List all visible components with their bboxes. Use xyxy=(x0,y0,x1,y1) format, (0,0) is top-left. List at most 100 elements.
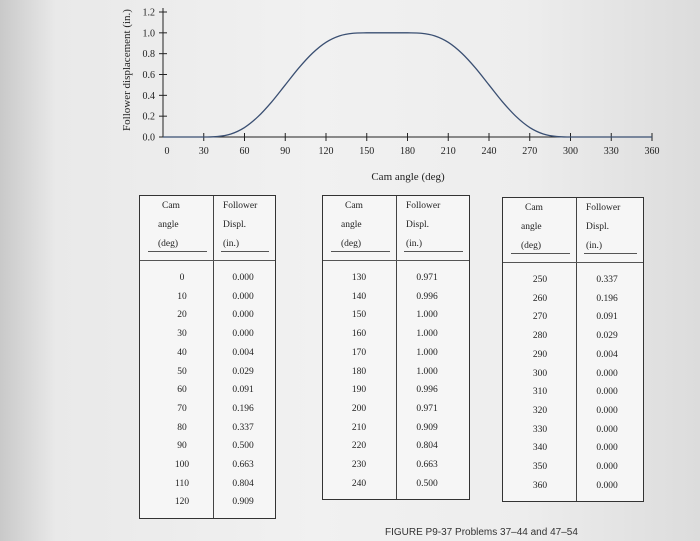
displacement-cell: 1.000 xyxy=(416,347,438,358)
displacement-cell: 0.004 xyxy=(596,349,618,360)
data-table-3: Cam angle (deg) Follower Displ. (in.) 250 0.337… xyxy=(502,197,644,503)
table-row: 30 0.000 xyxy=(140,327,275,346)
displacement-cell: 0.000 xyxy=(596,424,618,435)
table-row: 50 0.029 xyxy=(140,365,275,384)
cam-angle-cell: 140 xyxy=(351,291,367,302)
table-row: 150 1.000 xyxy=(323,308,469,327)
cam-angle-cell: 130 xyxy=(351,273,367,283)
displacement-cell: 1.000 xyxy=(416,366,438,377)
header-underline xyxy=(404,251,463,252)
column-divider xyxy=(576,198,577,502)
cam-angle-cell: 180 xyxy=(351,366,367,377)
x-tick-label: 180 xyxy=(400,146,415,157)
displacement-cell: 1.000 xyxy=(416,310,438,321)
y-tick-label: 1.0 xyxy=(143,28,156,39)
column-divider xyxy=(213,196,214,519)
displacement-curve xyxy=(162,32,652,138)
displacement-cell: 0.337 xyxy=(596,275,618,285)
header-cam-angle: Cam xyxy=(345,201,363,211)
table-row: 170 1.000 xyxy=(323,346,469,365)
y-axis-title: Follower displacement (in.) xyxy=(121,9,133,131)
cam-angle-cell: 210 xyxy=(351,422,367,433)
header-cam-angle: angle xyxy=(158,220,179,230)
cam-angle-cell: 250 xyxy=(532,275,548,285)
displacement-cell: 0.000 xyxy=(596,480,618,491)
header-cam-angle: angle xyxy=(521,222,542,232)
table-row: 40 0.004 xyxy=(140,346,275,365)
header-follower-displ: Follower xyxy=(223,201,258,211)
displacement-cell: 0.029 xyxy=(596,331,618,342)
table-row: 60 0.091 xyxy=(140,383,275,402)
x-tick-label: 30 xyxy=(199,146,209,157)
displacement-cell: 0.971 xyxy=(416,273,438,283)
cam-angle-cell: 0 xyxy=(179,273,185,283)
table-row: 250 0.337 xyxy=(503,273,643,292)
table-row: 300 0.000 xyxy=(503,367,643,386)
cam-angle-cell: 90 xyxy=(177,441,187,452)
x-axis-title: Cam angle (deg) xyxy=(371,171,445,183)
table-row: 200 0.971 xyxy=(323,402,469,421)
displacement-cell: 0.000 xyxy=(232,273,254,283)
displacement-cell: 0.000 xyxy=(232,329,254,340)
cam-angle-cell: 20 xyxy=(177,310,187,321)
table-row: 130 0.971 xyxy=(323,271,469,290)
header-underline xyxy=(331,251,390,252)
x-tick-label: 360 xyxy=(645,146,660,157)
cam-angle-cell: 310 xyxy=(532,387,548,398)
table-row: 10 0.000 xyxy=(140,290,275,309)
x-tick-label: 90 xyxy=(280,146,290,157)
cam-angle-cell: 40 xyxy=(177,347,187,358)
table-row: 240 0.500 xyxy=(323,477,469,496)
displacement-cell: 0.500 xyxy=(416,478,438,489)
cam-angle-cell: 60 xyxy=(177,385,187,396)
table-row: 280 0.029 xyxy=(503,329,643,348)
cam-angle-cell: 220 xyxy=(351,441,367,452)
header-follower-displ: Follower xyxy=(406,201,441,211)
displacement-cell: 0.000 xyxy=(232,291,254,302)
table-row: 110 0.804 xyxy=(140,477,275,496)
displacement-cell: 0.337 xyxy=(232,422,254,433)
displacement-chart: 0.0 0.2 0.4 0.6 0.8 1.0 1.2 0 30 60 90 120 150 180 21… xyxy=(121,8,660,184)
displacement-cell: 0.029 xyxy=(232,366,254,377)
table-row: 20 0.000 xyxy=(140,308,275,327)
cam-angle-cell: 120 xyxy=(174,497,190,508)
table-row: 100 0.663 xyxy=(140,458,275,477)
y-tick-label: 0.8 xyxy=(143,49,156,60)
header-follower-displ: (in.) xyxy=(223,239,240,249)
x-tick-label: 240 xyxy=(482,146,497,157)
displacement-cell: 0.000 xyxy=(596,368,618,379)
cam-angle-cell: 270 xyxy=(532,312,548,323)
displacement-cell: 0.000 xyxy=(596,387,618,398)
x-tick-label: 300 xyxy=(563,146,578,157)
cam-angle-cell: 80 xyxy=(177,422,187,433)
header-follower-displ: Displ. xyxy=(223,220,246,230)
x-tick-label: 330 xyxy=(604,146,619,157)
table-row: 180 1.000 xyxy=(323,365,469,384)
cam-angle-cell: 70 xyxy=(177,403,187,414)
table-row: 70 0.196 xyxy=(140,402,275,421)
cam-angle-cell: 100 xyxy=(174,460,190,470)
cam-angle-cell: 200 xyxy=(351,403,367,414)
x-axis-ticks: 0 30 60 90 120 150 180 210 240 270 300 330 360 xyxy=(165,133,660,157)
header-cam-angle: Cam xyxy=(525,203,543,213)
data-table-2: Cam angle (deg) Follower Displ. (in.) 130 0.971… xyxy=(322,195,470,501)
header-follower-displ: Displ. xyxy=(586,222,609,232)
column-divider xyxy=(396,196,397,500)
header-follower-displ: (in.) xyxy=(586,241,603,251)
cam-angle-cell: 290 xyxy=(532,349,548,360)
displacement-cell: 0.663 xyxy=(232,460,254,470)
displacement-cell: 0.996 xyxy=(416,385,438,396)
x-tick-label: 270 xyxy=(522,146,537,157)
header-cam-angle: Cam xyxy=(162,201,180,211)
cam-angle-cell: 340 xyxy=(532,443,548,454)
y-tick-label: 0.4 xyxy=(143,91,156,102)
cam-angle-cell: 320 xyxy=(532,405,548,416)
header-cam-angle: (deg) xyxy=(158,239,179,249)
table-row: 0 0.000 xyxy=(140,271,275,290)
cam-angle-cell: 50 xyxy=(177,366,187,377)
header-cam-angle: (deg) xyxy=(521,241,542,251)
header-follower-displ: (in.) xyxy=(406,239,423,249)
table-row: 350 0.000 xyxy=(503,460,643,479)
y-axis-ticks: 0.0 0.2 0.4 0.6 0.8 1.0 1.2 xyxy=(143,8,167,144)
cam-angle-cell: 190 xyxy=(351,385,367,396)
